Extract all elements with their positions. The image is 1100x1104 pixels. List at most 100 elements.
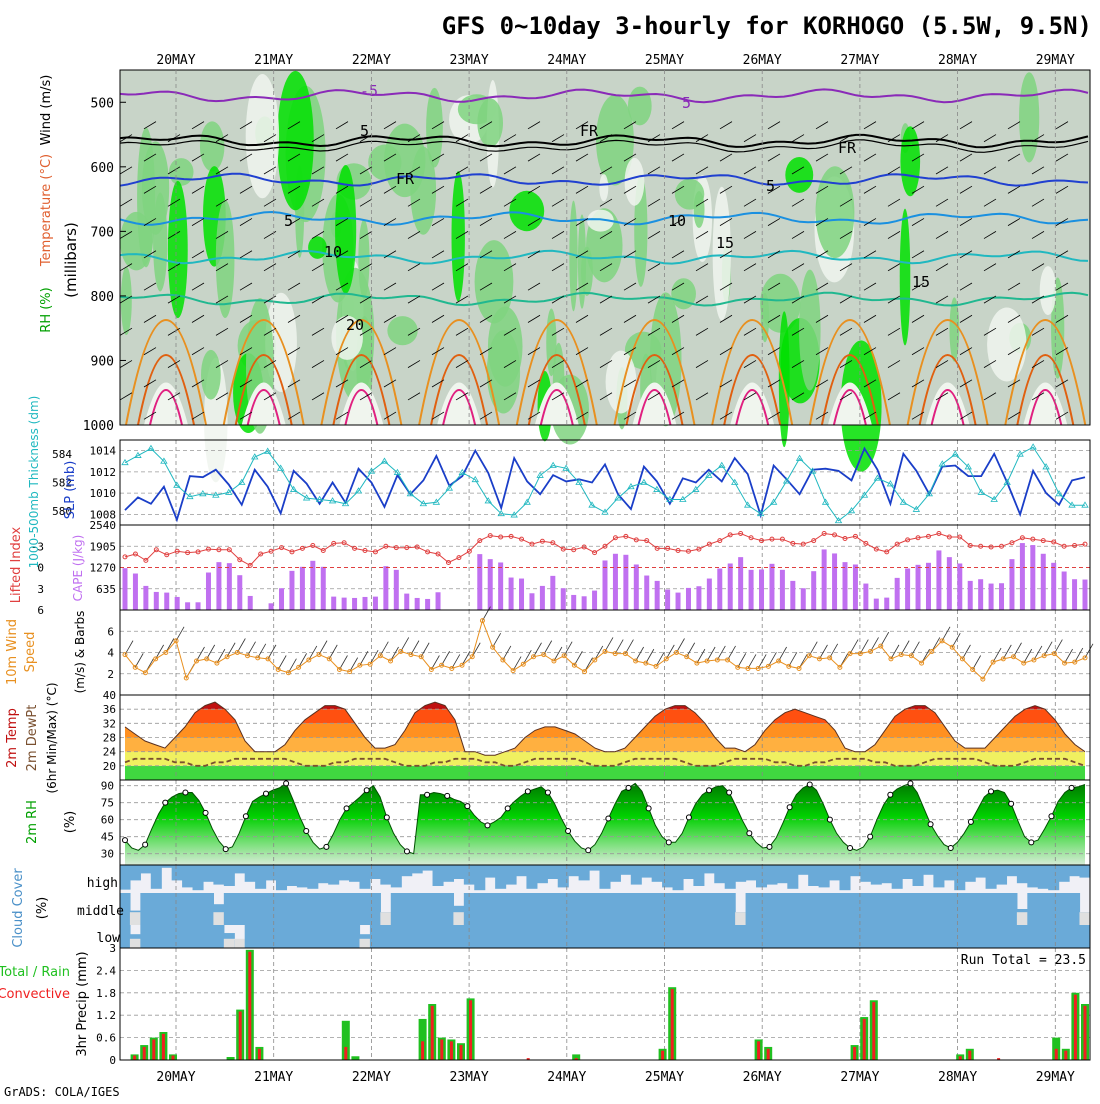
wind-barb xyxy=(335,250,349,259)
wind-barb xyxy=(767,185,781,194)
li-marker xyxy=(237,557,243,563)
wind-speed-marker xyxy=(520,661,526,667)
contour-label: FR xyxy=(396,170,415,188)
precip-total-bar xyxy=(351,1056,360,1060)
wind-barb xyxy=(719,411,733,420)
wind-barb xyxy=(479,121,493,130)
wind-barb xyxy=(407,231,421,239)
cloud-cell xyxy=(954,865,966,891)
cape-bar xyxy=(842,562,848,610)
rh-patch xyxy=(486,330,521,414)
cape-bar xyxy=(602,560,608,610)
thickness-marker xyxy=(1003,478,1011,485)
wind-speed-marker xyxy=(1082,655,1088,661)
cloud-cell xyxy=(912,893,924,925)
wind-barb xyxy=(119,360,133,368)
wind-barb xyxy=(983,263,997,272)
wind-barb xyxy=(1007,347,1021,356)
cloud-cell xyxy=(150,925,162,948)
wind-barb xyxy=(167,134,181,143)
wind-barb xyxy=(1002,644,1012,660)
wind-speed-marker xyxy=(704,658,710,664)
cloud-cell xyxy=(1027,925,1039,948)
wind-barb xyxy=(311,198,325,207)
cloud-cell xyxy=(202,925,214,948)
label-thickness: 1000-500mb Thickness (dm) xyxy=(27,396,41,569)
wind-barb xyxy=(551,295,565,304)
wind-speed-marker xyxy=(755,665,761,671)
cape-tick-label: 1905 xyxy=(90,540,117,553)
thickness-marker xyxy=(912,505,921,512)
wind-speed-marker xyxy=(949,644,955,650)
wind-barb xyxy=(226,642,236,657)
thickness-marker xyxy=(367,467,376,474)
wind-barb xyxy=(647,166,661,175)
li-marker xyxy=(748,535,754,541)
wind-speed-marker xyxy=(592,657,598,663)
wind-barb xyxy=(479,411,493,420)
cloud-cell xyxy=(682,925,694,948)
wind-barb xyxy=(143,411,157,420)
li-marker xyxy=(727,532,733,538)
cloud-cell xyxy=(829,893,841,925)
li-marker xyxy=(372,549,378,555)
wind-barb xyxy=(887,231,901,239)
wind-barb xyxy=(167,360,181,368)
wind-speed-marker xyxy=(990,659,996,665)
li-marker xyxy=(205,546,211,552)
cloud-cell xyxy=(276,893,288,925)
contour-label: 5 xyxy=(766,177,775,195)
wind-barb xyxy=(887,166,901,175)
wind-barb xyxy=(551,198,565,207)
wind-barb xyxy=(623,282,637,291)
rh-tick-label: 75 xyxy=(101,797,114,810)
thickness-marker xyxy=(406,490,415,497)
cloud-cell xyxy=(589,865,601,871)
wind-barb xyxy=(727,645,736,661)
cape-bar xyxy=(811,571,817,610)
li-marker xyxy=(612,535,618,541)
cloud-cell xyxy=(526,893,538,925)
cape-bar xyxy=(529,593,535,610)
cape-bar xyxy=(612,553,618,610)
cloud-cell xyxy=(568,925,580,948)
wind-barb xyxy=(819,644,828,660)
wind-speed-marker xyxy=(336,667,342,672)
cloud-cell xyxy=(307,893,319,925)
wind-barb xyxy=(503,392,517,401)
wind-barb xyxy=(503,263,517,272)
wind-barb xyxy=(983,295,997,304)
wind-barb xyxy=(1007,314,1021,323)
cloud-cell xyxy=(662,893,674,925)
wind-barb xyxy=(743,295,757,304)
cloud-cell xyxy=(860,893,872,925)
wind-speed-marker xyxy=(551,658,557,664)
cloud-cell xyxy=(422,865,434,871)
cloud-cell xyxy=(860,865,872,882)
cloud-cell xyxy=(964,893,976,925)
cape-bar xyxy=(1009,559,1015,610)
wind-barb xyxy=(455,134,469,143)
thickness-marker xyxy=(640,478,648,485)
wind-barb xyxy=(791,263,805,272)
li-marker xyxy=(884,549,890,555)
rh-marker xyxy=(122,837,128,844)
wind-barb xyxy=(959,282,973,291)
date-label-bottom: 29MAY xyxy=(1036,1070,1075,1085)
rh-marker xyxy=(907,780,914,787)
wind-barb xyxy=(191,379,205,388)
wind-barb xyxy=(911,218,925,226)
wind-speed-marker xyxy=(142,670,148,676)
wind-barb xyxy=(767,411,781,420)
cloud-cell xyxy=(693,865,705,886)
cloud-cell xyxy=(453,865,465,879)
wind-barb xyxy=(767,250,781,259)
wind-barb xyxy=(665,644,675,660)
cape-bar xyxy=(821,549,827,610)
wind-barb xyxy=(921,648,930,664)
wind-barb xyxy=(335,121,349,130)
wind-barb xyxy=(791,231,805,239)
wind-barb xyxy=(695,166,709,175)
rh-patch xyxy=(987,307,1027,382)
wind-barb xyxy=(788,652,798,667)
